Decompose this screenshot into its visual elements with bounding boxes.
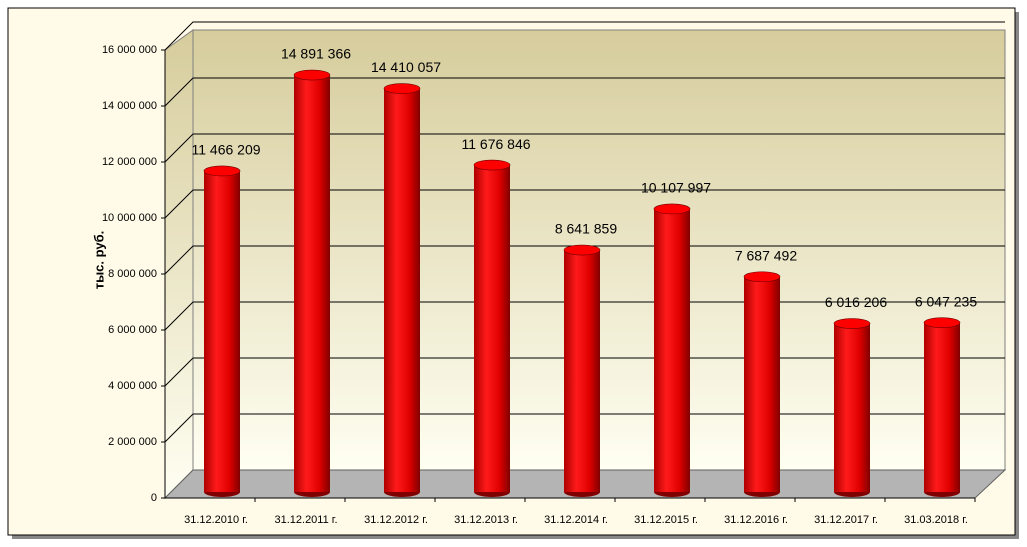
bar-top <box>923 317 961 328</box>
grid-line <box>164 21 1005 51</box>
bar <box>744 276 780 492</box>
y-tick-label: 16 000 000 <box>102 44 157 56</box>
bar-top <box>473 159 511 171</box>
value-label: 14 891 366 <box>281 46 351 62</box>
bar <box>384 88 420 492</box>
value-label: 10 107 997 <box>641 180 711 196</box>
bar <box>204 170 240 492</box>
y-axis-label: тыс. руб. <box>91 231 106 290</box>
grid-line <box>164 133 1005 163</box>
value-label: 8 641 859 <box>555 221 617 237</box>
y-tick-label: 4 000 000 <box>108 380 157 392</box>
bar-top <box>203 165 241 177</box>
y-tick-label: 12 000 000 <box>102 156 157 168</box>
bar <box>654 208 690 493</box>
value-label: 11 466 209 <box>191 142 260 158</box>
bar <box>924 322 960 492</box>
bar-top <box>563 244 601 256</box>
x-tick-label: 31.03.2018 г. <box>904 514 968 526</box>
bar-top <box>293 69 331 81</box>
value-label: 7 687 492 <box>735 247 797 263</box>
y-tick-label: 10 000 000 <box>102 212 157 224</box>
x-tick-label: 31.12.2012 г. <box>364 514 428 526</box>
grid-line <box>164 301 1005 331</box>
y-tick-label: 0 <box>151 492 157 504</box>
value-label: 11 676 846 <box>461 136 530 152</box>
grid-line <box>164 189 1005 219</box>
y-tick-label: 2 000 000 <box>108 436 157 448</box>
x-tick-label: 31.12.2015 г. <box>634 514 698 526</box>
bar-top <box>653 203 691 215</box>
bar-top <box>743 271 781 283</box>
grid-line <box>164 413 1005 443</box>
grid-line <box>164 357 1005 387</box>
x-tick-label: 31.12.2011 г. <box>274 514 337 526</box>
grid-line <box>164 77 1005 107</box>
bar-top <box>383 83 421 94</box>
y-tick-label: 6 000 000 <box>108 324 157 336</box>
bar <box>564 250 600 492</box>
bar-top <box>833 318 871 329</box>
y-tick-label: 14 000 000 <box>102 100 157 112</box>
bar <box>834 323 870 492</box>
x-tick-label: 31.12.2017 г. <box>814 514 878 526</box>
value-label: 14 410 057 <box>371 59 441 75</box>
bar <box>294 75 330 493</box>
grid-line <box>164 245 1005 275</box>
x-tick-label: 31.12.2010 г. <box>184 514 248 526</box>
value-label: 6 016 206 <box>825 294 887 310</box>
bar <box>474 165 510 492</box>
x-tick-label: 31.12.2016 г. <box>724 514 788 526</box>
x-tick-label: 31.12.2013 г. <box>454 514 518 526</box>
x-tick-label: 31.12.2014 г. <box>544 514 608 526</box>
y-tick-label: 8 000 000 <box>108 268 157 280</box>
value-label: 6 047 235 <box>915 293 977 309</box>
